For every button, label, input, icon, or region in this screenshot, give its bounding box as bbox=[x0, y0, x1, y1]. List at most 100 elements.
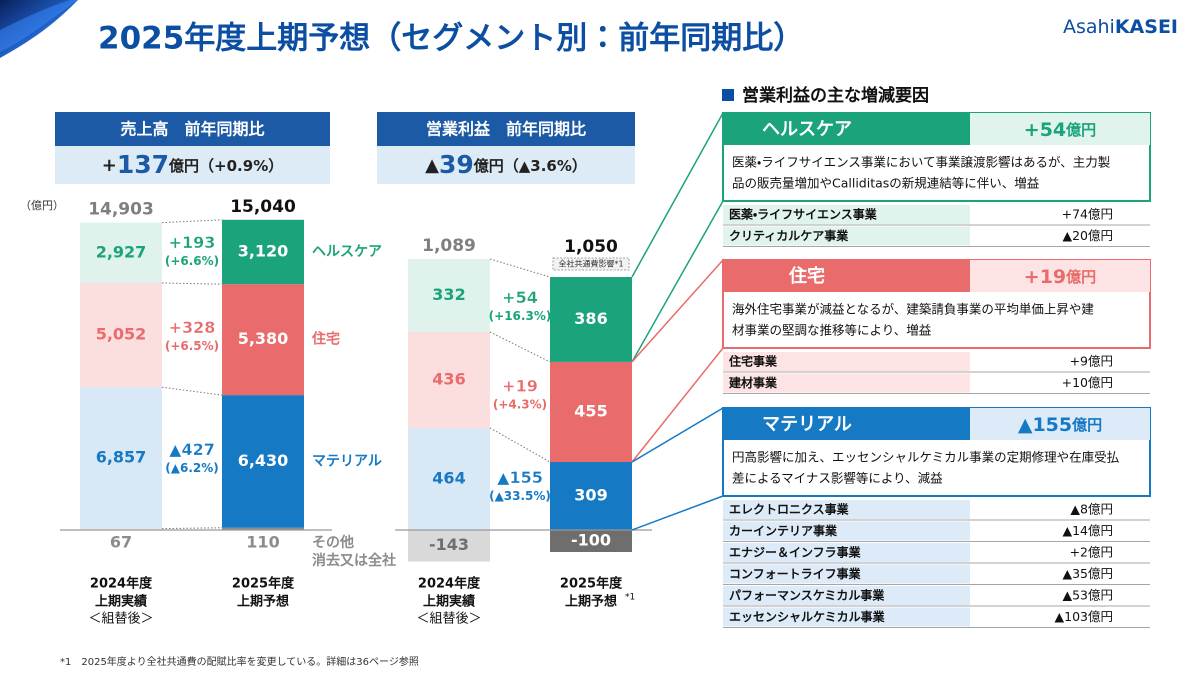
bar-segment bbox=[550, 277, 632, 362]
value-label: 309 bbox=[574, 486, 607, 505]
item-value: +9億円 bbox=[1070, 354, 1113, 369]
header-title: 売上高 前年同期比 bbox=[120, 120, 264, 139]
change-pct: (▲33.5%) bbox=[489, 489, 551, 503]
category-label: 2025年度 bbox=[232, 576, 295, 592]
item-cell bbox=[723, 543, 970, 562]
logo-part: Asahi bbox=[1063, 16, 1115, 38]
section-change-unit: 億円 bbox=[1071, 416, 1102, 434]
change-pct: (+16.3%) bbox=[489, 309, 552, 323]
item-value: ▲20億円 bbox=[1062, 228, 1113, 243]
item-cell bbox=[723, 586, 970, 605]
category-label: 2025年度 bbox=[560, 576, 623, 592]
summary-box bbox=[377, 146, 635, 184]
section-change-amount: +54 bbox=[1024, 119, 1066, 141]
page-title: 2025年度上期予想（セグメント別：前年同期比） bbox=[98, 21, 804, 57]
value-label: 6,430 bbox=[238, 451, 289, 470]
change-label: +193 bbox=[169, 233, 216, 252]
section-description: 材事業の堅調な推移等により、増益 bbox=[732, 323, 932, 338]
change-label: ▲155 bbox=[497, 468, 543, 487]
item-value: ▲14億円 bbox=[1062, 523, 1113, 538]
forecast-mark: *1 bbox=[625, 593, 635, 603]
category-note: ＜組替後＞ bbox=[88, 612, 153, 627]
bar-segment bbox=[222, 527, 304, 530]
item-value: +10億円 bbox=[1062, 375, 1113, 390]
total-label: 1,089 bbox=[422, 236, 476, 256]
corner-decoration bbox=[0, 0, 78, 52]
bar-segment bbox=[550, 462, 632, 530]
change-pct: (+4.3%) bbox=[493, 397, 547, 411]
value-label: -143 bbox=[429, 535, 469, 554]
category-note: 上期予想 bbox=[237, 594, 289, 610]
bar-segment bbox=[408, 258, 490, 332]
section-description: 品の販売量増加やCalliditasの新規連結等に伴い、増益 bbox=[732, 176, 1040, 191]
section-change-unit: 億円 bbox=[1065, 121, 1096, 139]
corner-decoration bbox=[0, 0, 78, 58]
total-label: 1,050 bbox=[564, 237, 618, 257]
summary-amount: 39 bbox=[439, 150, 474, 179]
bar-segment bbox=[550, 361, 632, 463]
item-name: エナジー＆インフラ事業 bbox=[729, 545, 862, 560]
bar-segment bbox=[80, 387, 162, 529]
section-name: マテリアル bbox=[762, 414, 852, 435]
item-cell bbox=[723, 205, 970, 224]
summary-amount: 137 bbox=[117, 150, 169, 179]
section-description: 医薬・ライフサイエンス事業において事業譲渡影響はあるが、主力製 bbox=[732, 155, 1111, 170]
value-label: 6,857 bbox=[96, 447, 147, 466]
connector bbox=[489, 258, 551, 278]
section-change-cell bbox=[970, 113, 1150, 145]
section-change-amount: ▲155 bbox=[1018, 414, 1072, 436]
unit-label: （億円） bbox=[20, 199, 64, 212]
section-name-cell bbox=[723, 408, 970, 440]
total-label: 15,040 bbox=[230, 197, 296, 217]
header-box bbox=[55, 112, 330, 146]
factors-heading: 営業利益の主な増減要因 bbox=[742, 85, 929, 106]
section-description: 円高影響に加え、エッセンシャルケミカル事業の定期修理や在庫受払 bbox=[732, 450, 1120, 465]
value-label: 5,380 bbox=[238, 329, 289, 348]
item-value: ▲53億円 bbox=[1062, 588, 1113, 603]
summary-rest: 億円（+0.9%） bbox=[168, 157, 283, 175]
section-description: 差によるマイナス影響等により、減益 bbox=[732, 471, 943, 486]
bar-segment bbox=[222, 395, 304, 528]
connector bbox=[161, 282, 223, 285]
bar-segment bbox=[80, 222, 162, 283]
section-connector bbox=[631, 495, 724, 531]
series-name: マテリアル bbox=[312, 453, 382, 469]
bar-segment bbox=[222, 219, 304, 285]
category-note: 上期実績 bbox=[95, 594, 148, 610]
section-change-unit: 億円 bbox=[1065, 268, 1096, 286]
item-cell bbox=[723, 352, 970, 371]
series-name: ヘルスケア bbox=[312, 244, 382, 260]
connector bbox=[489, 331, 551, 363]
section-connector bbox=[631, 112, 724, 278]
value-label: 67 bbox=[110, 533, 132, 552]
value-label: 110 bbox=[246, 533, 279, 552]
section-change-cell bbox=[970, 260, 1150, 292]
item-name: 建材事業 bbox=[728, 375, 778, 390]
summary: +137億円（+0.9%） bbox=[102, 150, 283, 179]
change-label: +54 bbox=[502, 288, 538, 307]
note-box bbox=[552, 257, 630, 271]
item-cell bbox=[723, 373, 970, 393]
value-label: 436 bbox=[432, 369, 465, 388]
bar-segment bbox=[408, 530, 490, 562]
summary-rest: 億円（▲3.6%） bbox=[473, 157, 587, 175]
connector bbox=[161, 527, 223, 530]
header-box bbox=[377, 112, 635, 146]
item-value: +2億円 bbox=[1070, 545, 1113, 560]
value-label: 3,120 bbox=[238, 241, 289, 260]
item-cell bbox=[723, 500, 970, 519]
section-change: +54億円 bbox=[1024, 119, 1096, 141]
bar-segment bbox=[408, 427, 490, 530]
section-change-cell bbox=[970, 408, 1150, 440]
logo: AsahiKASEI bbox=[1063, 16, 1178, 38]
section-connector bbox=[631, 259, 724, 363]
value-label: -100 bbox=[571, 531, 611, 550]
header-title: 営業利益 前年同期比 bbox=[426, 120, 586, 139]
section-name: 住宅 bbox=[788, 265, 825, 287]
series-name: その他 bbox=[312, 534, 354, 551]
item-cell bbox=[723, 521, 970, 541]
heading-square bbox=[722, 89, 734, 101]
section-connector bbox=[631, 407, 724, 463]
category-label: 2024年度 bbox=[90, 576, 153, 592]
